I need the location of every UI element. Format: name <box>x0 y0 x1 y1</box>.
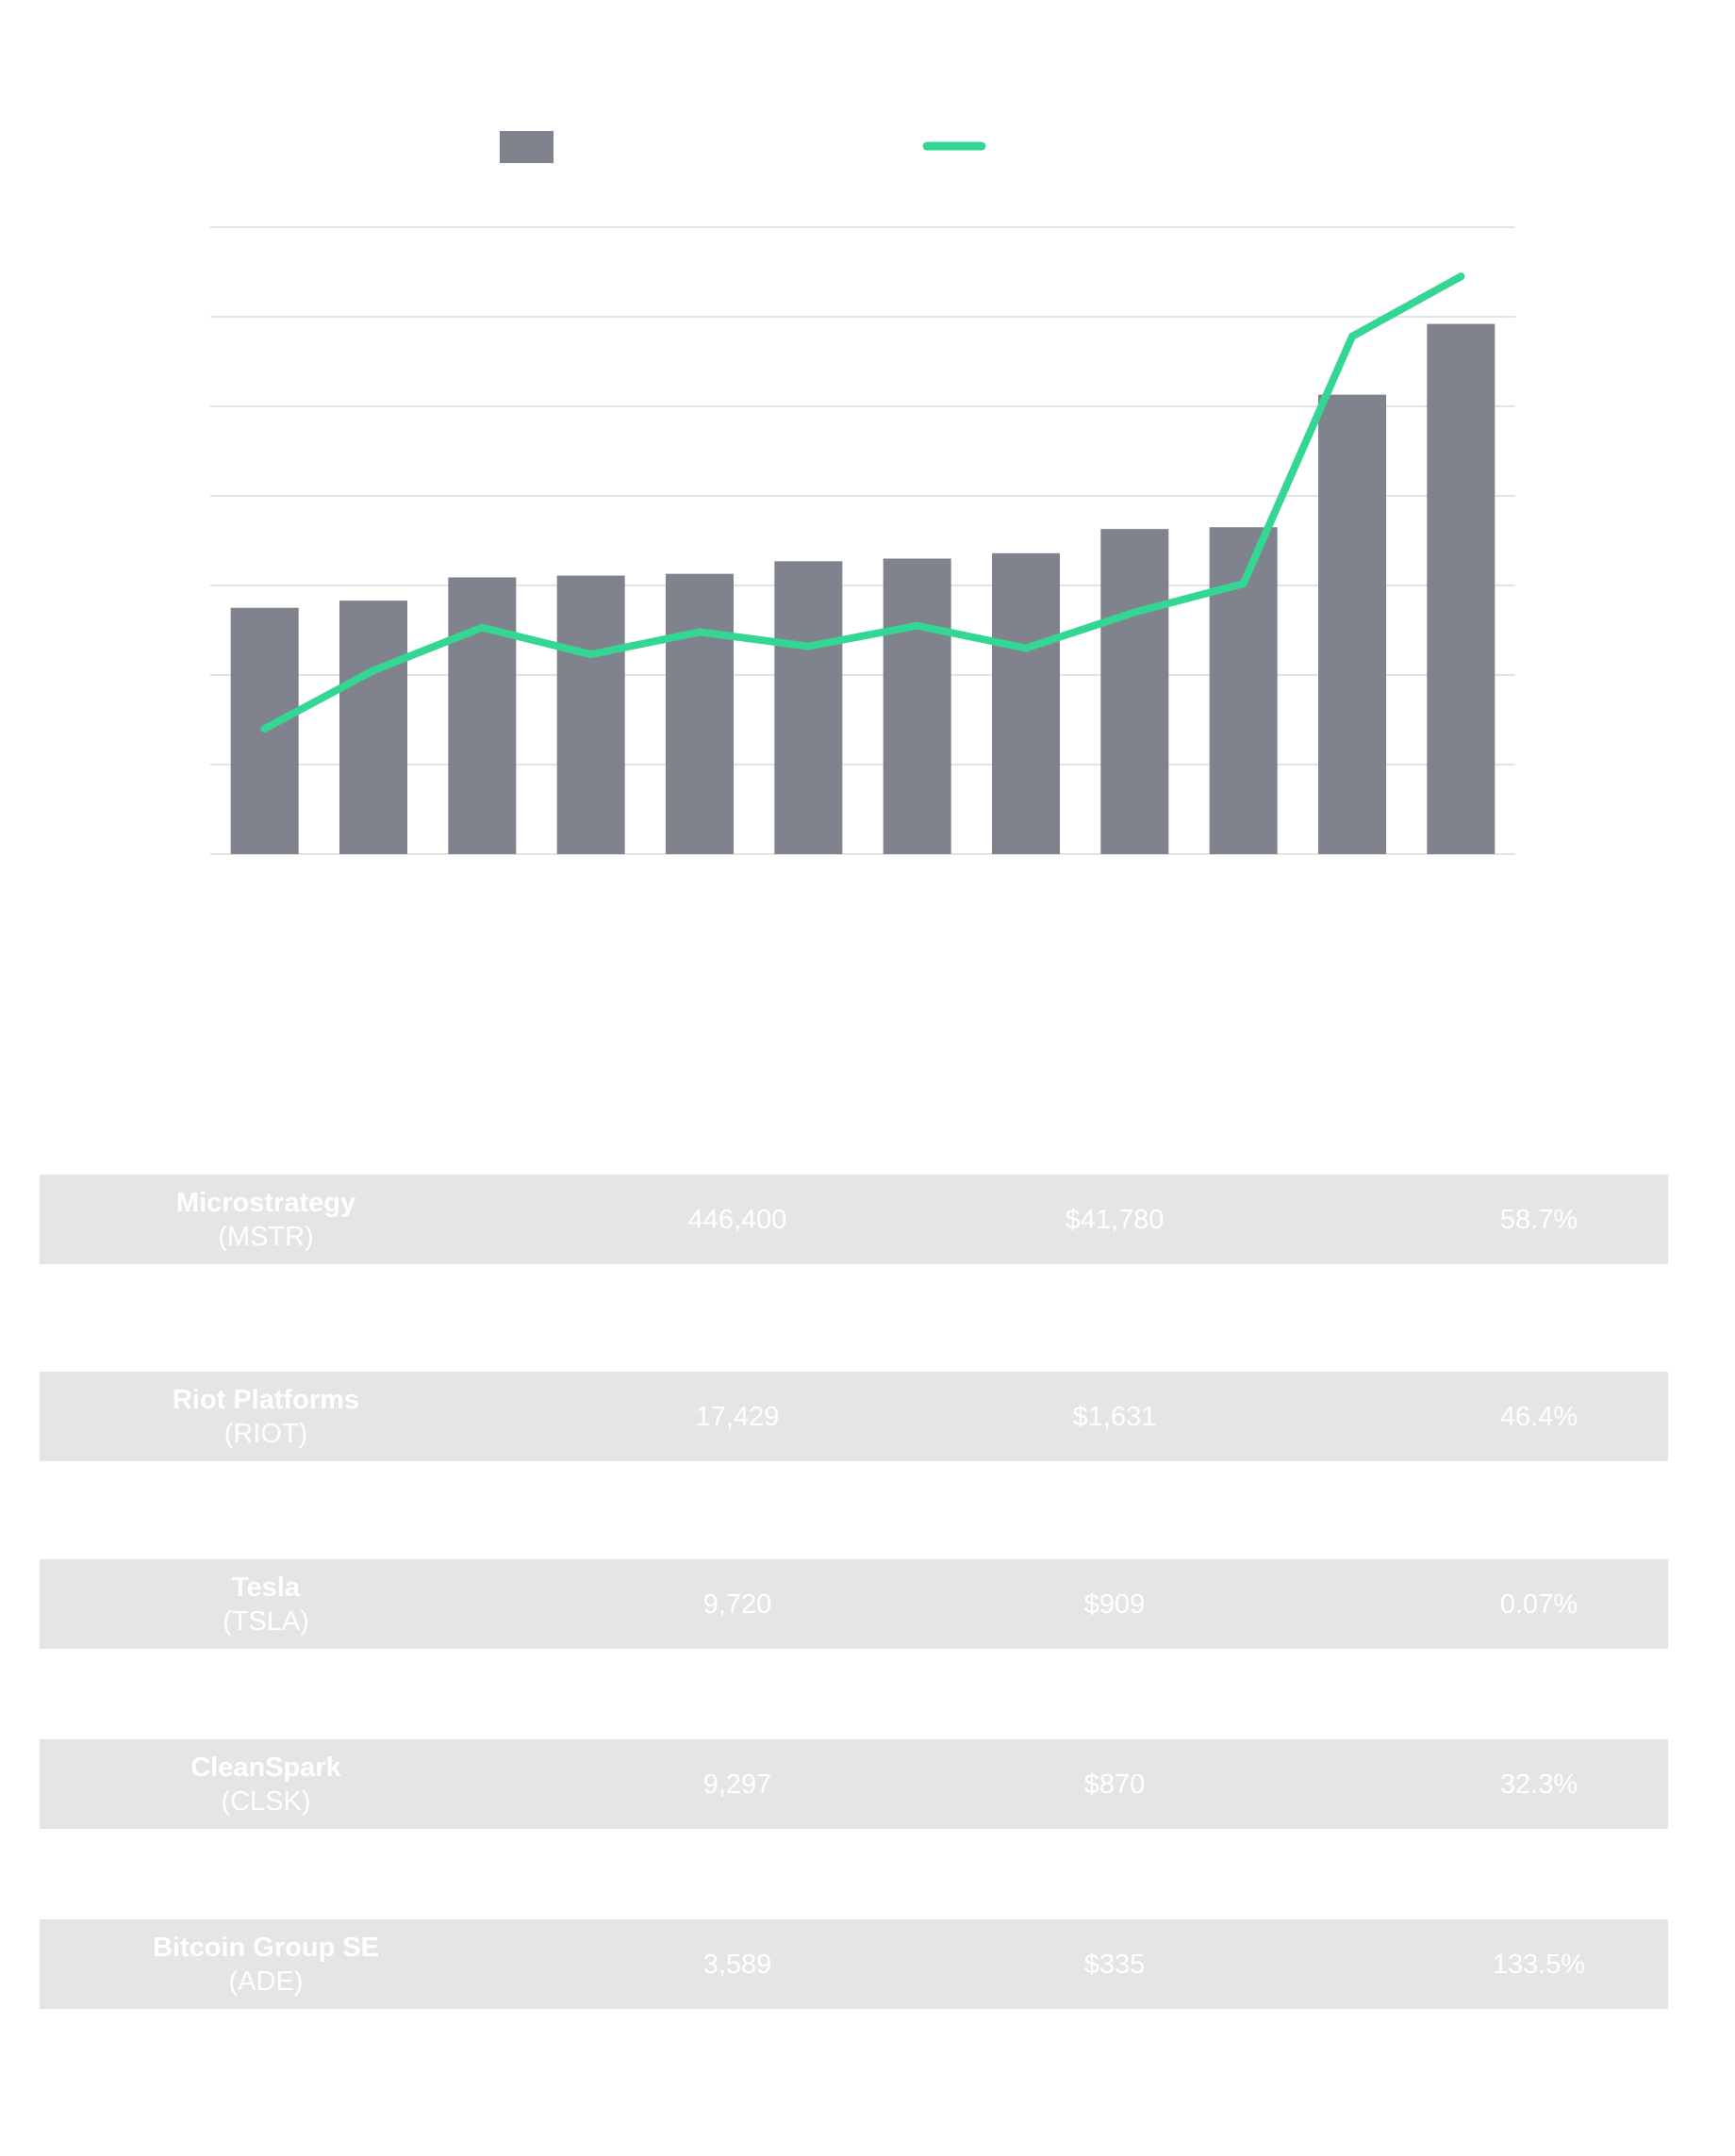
line-point <box>1131 608 1139 617</box>
company-name: Tesla <box>231 1572 300 1603</box>
table-row: Riot Platforms (RIOT) 17,429 $1,631 46.4… <box>40 1372 1668 1461</box>
line-point <box>478 623 487 632</box>
line-point <box>1239 580 1248 588</box>
percent-cell: 133.5% <box>1492 1949 1586 1980</box>
bar <box>666 573 734 854</box>
value-cell: $335 <box>1083 1949 1146 1980</box>
bar <box>883 558 951 854</box>
table-row: Microstrategy (MSTR) 446,400 $41,780 58.… <box>40 1175 1668 1264</box>
bar <box>339 601 407 854</box>
bar <box>992 552 1060 854</box>
value-cell: $41,780 <box>1065 1204 1165 1235</box>
company-cell: Bitcoin Group SE (ADE) <box>40 1919 492 2009</box>
bar <box>1318 394 1386 854</box>
percent-cell: 32.3% <box>1499 1769 1578 1800</box>
company-cell: Riot Platforms (RIOT) <box>40 1372 492 1461</box>
bar-series <box>230 323 1495 855</box>
percent-cell: 58.7% <box>1499 1204 1578 1235</box>
chart-legend <box>500 131 986 163</box>
company-name: CleanSpark <box>190 1752 341 1783</box>
combo-chart <box>210 131 1515 855</box>
line-point <box>804 642 813 650</box>
chart-gridlines <box>210 226 1515 855</box>
company-cell: CleanSpark (CLSK) <box>40 1739 492 1829</box>
line-point <box>1348 332 1356 340</box>
table-row: CleanSpark (CLSK) 9,297 $870 32.3% <box>40 1739 1668 1829</box>
chart-area <box>0 0 1735 1037</box>
company-name: Riot Platforms <box>172 1384 360 1415</box>
holdings-cell: 9,720 <box>702 1588 772 1620</box>
holdings-cell: 446,400 <box>687 1204 787 1235</box>
value-cell: $870 <box>1083 1769 1146 1800</box>
line-point <box>913 621 921 630</box>
line-point <box>1457 272 1465 281</box>
holdings-cell: 9,297 <box>702 1769 772 1800</box>
line-point <box>1022 644 1030 652</box>
value-cell: $1,631 <box>1072 1401 1157 1432</box>
line-path <box>260 272 1465 732</box>
table-row: Bitcoin Group SE (ADE) 3,589 $335 133.5% <box>40 1919 1668 2009</box>
company-ticker: (CLSK) <box>221 1786 311 1817</box>
line-point <box>587 650 595 659</box>
value-cell: $909 <box>1083 1588 1146 1620</box>
line-point <box>260 725 269 732</box>
company-ticker: (MSTR) <box>218 1221 314 1252</box>
bar <box>556 575 625 854</box>
line-series <box>260 272 1465 732</box>
percent-cell: 46.4% <box>1499 1401 1578 1432</box>
bar <box>1100 529 1169 854</box>
legend-bar-swatch <box>500 131 554 163</box>
company-cell: Microstrategy (MSTR) <box>40 1175 492 1264</box>
company-name: Microstrategy <box>175 1187 356 1218</box>
line-point <box>696 628 703 636</box>
company-ticker: (ADE) <box>228 1966 304 1997</box>
bar <box>448 577 517 854</box>
company-name: Bitcoin Group SE <box>152 1932 380 1963</box>
line-point <box>370 667 377 675</box>
table-row: Tesla (TSLA) 9,720 $909 0.07% <box>40 1559 1668 1649</box>
bar <box>1427 323 1495 855</box>
holdings-cell: 17,429 <box>695 1401 780 1432</box>
bar <box>774 561 843 854</box>
holdings-cell: 3,589 <box>702 1949 772 1980</box>
company-ticker: (TSLA) <box>223 1605 309 1637</box>
company-ticker: (RIOT) <box>223 1418 308 1449</box>
percent-cell: 0.07% <box>1499 1588 1578 1620</box>
company-cell: Tesla (TSLA) <box>40 1559 492 1649</box>
